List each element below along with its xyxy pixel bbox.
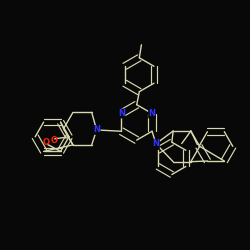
Text: N: N bbox=[152, 139, 160, 148]
Text: O: O bbox=[42, 138, 50, 147]
Text: N: N bbox=[148, 109, 156, 118]
Text: N: N bbox=[93, 126, 100, 134]
Text: O: O bbox=[50, 136, 57, 145]
Text: N: N bbox=[118, 109, 125, 118]
